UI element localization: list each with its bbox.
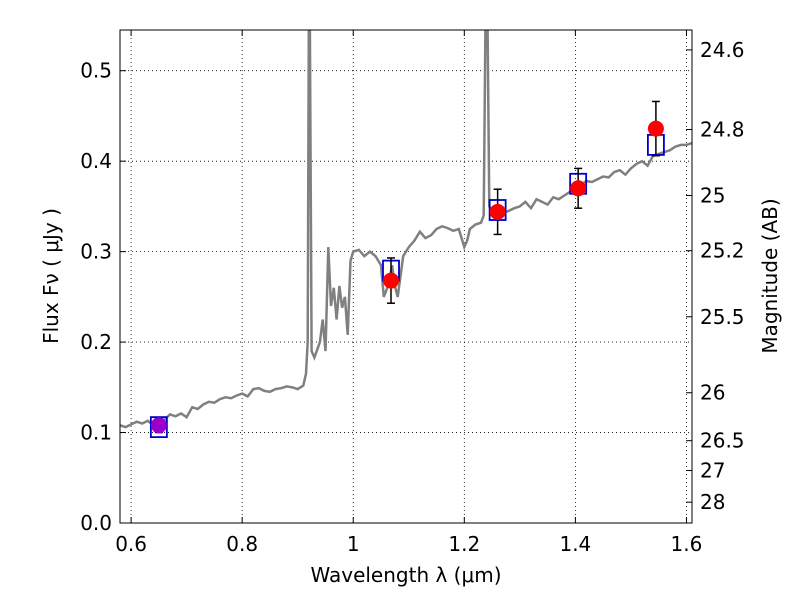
right-tick-labels: 24.6 24.8 25 25.2 25.5 26 26.5 27 28 [700, 38, 745, 514]
right-tick-label: 26 [700, 381, 725, 405]
photometry-layer [150, 100, 664, 434]
model-photometry-layer [149, 133, 665, 439]
photometry-point [489, 203, 506, 220]
tick-marks [120, 30, 692, 524]
y-tick-label: 0.0 [80, 511, 112, 535]
y-tick-label: 0.2 [80, 330, 112, 354]
y-axis-label: Flux Fν ( μJy ) [39, 208, 63, 344]
photometry-point [647, 120, 664, 137]
right-tick-label: 25.5 [700, 305, 745, 329]
y-tick-label: 0.1 [80, 421, 112, 445]
photometry-point [570, 180, 587, 197]
right-tick-label: 27 [700, 459, 725, 483]
y-tick-label: 0.3 [80, 240, 112, 264]
x-tick-labels: 0.6 0.8 1 1.2 1.4 1.6 [115, 532, 702, 556]
spectrum-layer [120, 30, 692, 429]
plot-frame [119, 29, 693, 524]
y-tick-label: 0.5 [80, 59, 112, 83]
x-tick-label: 0.8 [226, 532, 258, 556]
right-tick-label: 28 [700, 490, 725, 514]
right-tick-label: 24.8 [700, 118, 745, 142]
x-tick-label: 1 [347, 532, 360, 556]
right-tick-label: 25.2 [700, 239, 745, 263]
x-tick-label: 1.6 [671, 532, 703, 556]
x-tick-label: 1.4 [559, 532, 591, 556]
x-tick-label: 0.6 [115, 532, 147, 556]
model-photometry-box [149, 416, 168, 439]
grid-lines [120, 30, 692, 524]
right-tick-label: 26.5 [700, 429, 745, 453]
right-tick-label: 25 [700, 184, 725, 208]
x-axis-label: Wavelength λ (μm) [310, 563, 501, 587]
photometry-point [383, 272, 400, 289]
x-tick-label: 1.2 [448, 532, 480, 556]
right-tick-label: 24.6 [700, 38, 745, 62]
y-axis-label-right: Magnitude (AB) [758, 198, 782, 353]
y-tick-labels: 0.0 0.1 0.2 0.3 0.4 0.5 [80, 59, 112, 535]
spectrum-line [120, 30, 692, 429]
y-tick-label: 0.4 [80, 149, 112, 173]
photometry-point [150, 417, 167, 434]
